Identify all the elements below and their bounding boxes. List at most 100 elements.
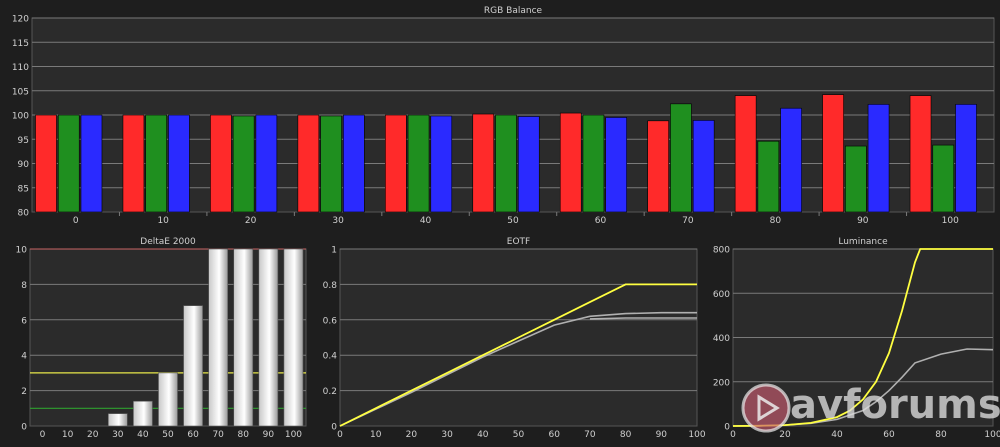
deltae-bar-80: [233, 248, 254, 427]
rgb-xtick-label: 20: [245, 216, 257, 226]
rgb-bar-red-90: [822, 94, 844, 213]
luminance-xtick-label: 80: [935, 430, 947, 440]
rgb-xtick-label: 40: [420, 216, 432, 226]
eotf-xtick-label: 70: [584, 430, 596, 440]
rgb-bar-red-20: [210, 114, 232, 213]
eotf-line-target-2: [589, 317, 697, 320]
rgb-bar-blue-70: [692, 120, 715, 213]
luminance-xtick-label: 20: [779, 430, 791, 440]
rgb-bar-blue-20: [255, 114, 278, 213]
rgb-bar-green-50: [495, 114, 517, 213]
deltae-bar-70: [208, 248, 229, 427]
luminance-xtick-label: 40: [831, 430, 843, 440]
eotf-title: EOTF: [507, 237, 530, 247]
deltae-xtick-label: 50: [162, 430, 174, 440]
eotf-ytick-label: 0: [331, 423, 337, 433]
rgb-bar-blue-50: [517, 116, 540, 213]
deltae-xtick-label: 30: [112, 430, 124, 440]
rgb-bar-red-50: [472, 113, 495, 213]
eotf-xtick-label: 90: [656, 430, 668, 440]
deltae-bar-60: [183, 305, 203, 427]
eotf-xtick-label: 30: [441, 430, 453, 440]
rgb-xtick-label: 80: [770, 216, 782, 226]
rgb-ytick-label: 80: [18, 209, 30, 219]
rgb-bar-green-20: [232, 115, 255, 213]
deltae-ytick-label: 10: [16, 246, 28, 256]
deltae-bar-50: [158, 372, 178, 427]
deltae-ytick-label: 8: [21, 281, 27, 291]
eotf-xtick-label: 60: [548, 430, 560, 440]
eotf-xtick-label: 10: [370, 430, 382, 440]
eotf-xtick-label: 20: [406, 430, 418, 440]
rgb-bar-green-100: [932, 144, 955, 213]
luminance-ytick-label: 200: [713, 378, 730, 388]
deltae-xtick-label: 60: [187, 430, 199, 440]
eotf-xtick-label: 100: [688, 430, 705, 440]
rgb-bar-green-0: [57, 114, 80, 213]
watermark: avforums: [740, 380, 1000, 436]
eotf-xtick-label: 80: [620, 430, 632, 440]
luminance-xtick-label: 60: [883, 430, 895, 440]
rgb-bar-green-30: [320, 115, 342, 213]
deltae-xtick-label: 90: [263, 430, 275, 440]
rgb-bar-blue-40: [430, 115, 453, 213]
rgb-xtick-label: 100: [942, 216, 959, 226]
deltae-ytick-label: 6: [21, 316, 27, 326]
rgb-bar-blue-30: [343, 114, 365, 213]
rgb-bar-red-60: [559, 112, 582, 213]
rgb-bar-red-70: [647, 120, 669, 213]
rgb-ytick-label: 120: [12, 15, 29, 25]
eotf-xtick-label: 0: [337, 430, 343, 440]
deltae-ytick-label: 4: [21, 352, 27, 362]
rgb-xtick-label: 10: [157, 216, 169, 226]
rgb-title: RGB Balance: [484, 6, 543, 16]
deltae-title: DeltaE 2000: [140, 237, 196, 247]
deltae-ytick-label: 2: [21, 387, 27, 397]
rgb-bar-green-80: [757, 140, 780, 213]
rgb-xtick-label: 60: [595, 216, 607, 226]
rgb-bar-green-10: [145, 114, 167, 213]
rgb-bar-red-0: [35, 114, 57, 213]
rgb-xtick-label: 50: [507, 216, 519, 226]
rgb-bar-red-40: [385, 114, 407, 213]
deltae-xtick-label: 10: [62, 430, 74, 440]
deltae-xtick-label: 20: [87, 430, 99, 440]
rgb-ytick-label: 95: [18, 136, 29, 146]
deltae-xtick-label: 40: [137, 430, 149, 440]
rgb-bar-red-10: [122, 114, 145, 213]
luminance-line-yellow-0: [732, 248, 993, 427]
deltae-bar-30: [107, 413, 128, 427]
rgb-bar-green-90: [845, 145, 867, 213]
rgb-xtick-label: 0: [73, 216, 79, 226]
eotf-ytick-label: 1: [331, 246, 337, 256]
eotf-line-yellow-0: [339, 283, 697, 427]
rgb-ytick-label: 90: [18, 160, 30, 170]
eotf-ytick-label: 0.6: [323, 316, 338, 326]
rgb-bar-blue-90: [867, 104, 890, 213]
rgb-bar-red-30: [297, 114, 320, 213]
rgb-ytick-label: 100: [12, 112, 29, 122]
luminance-ytick-label: 400: [713, 334, 730, 344]
rgb-bar-green-70: [670, 103, 692, 213]
eotf-ytick-label: 0.2: [323, 387, 337, 397]
deltae-bar-40: [133, 400, 153, 427]
deltae-ytick-label: 0: [21, 423, 27, 433]
rgb-bar-green-60: [582, 114, 605, 213]
rgb-xtick-label: 90: [857, 216, 869, 226]
rgb-xtick-label: 30: [332, 216, 344, 226]
rgb-bar-blue-60: [605, 117, 627, 213]
rgb-bar-blue-80: [780, 107, 802, 213]
luminance-ytick-label: 800: [713, 246, 730, 256]
luminance-xtick-label: 0: [730, 430, 736, 440]
luminance-title: Luminance: [838, 237, 888, 247]
luminance-ytick-label: 600: [713, 290, 730, 300]
eotf-ytick-label: 0.4: [323, 352, 338, 362]
watermark-text: avforums: [790, 382, 1000, 428]
eotf-xtick-label: 40: [477, 430, 489, 440]
rgb-ytick-label: 85: [18, 184, 29, 194]
rgb-bar-blue-10: [168, 114, 190, 213]
rgb-bar-green-40: [407, 114, 430, 213]
deltae-xtick-label: 100: [285, 430, 302, 440]
